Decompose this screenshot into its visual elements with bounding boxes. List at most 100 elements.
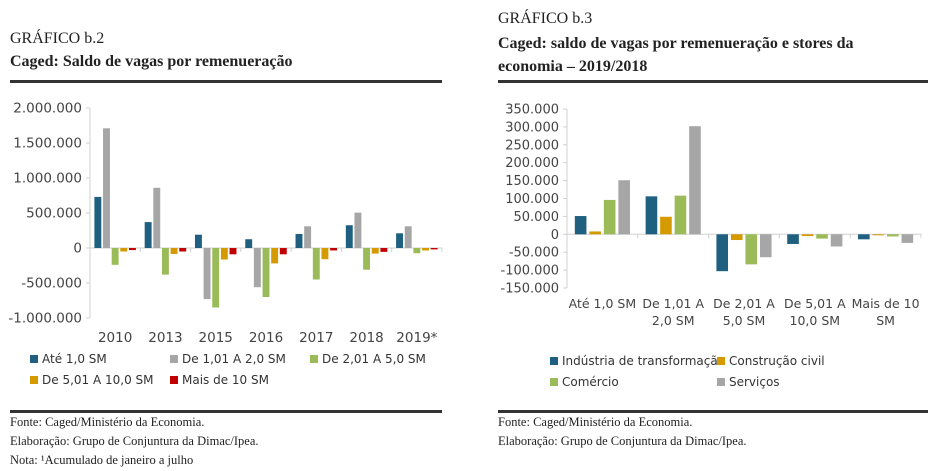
bar-constru-o-civil-1 bbox=[660, 216, 672, 235]
y-tick-label: 0 bbox=[551, 228, 559, 243]
bar-ind-stria-de-transforma-o-2 bbox=[716, 234, 729, 272]
footnote: Nota: ¹Acumulado de janeiro a julho bbox=[10, 453, 194, 467]
legend-swatch bbox=[310, 355, 318, 363]
bar-at-1-0-sm-4 bbox=[295, 234, 303, 248]
bar-de-5-01-a-10-0-sm-4 bbox=[321, 248, 329, 260]
bar-de-1-01-a-2-0-sm-5 bbox=[354, 212, 362, 248]
y-tick-label: -1.000.000 bbox=[8, 311, 82, 327]
legend-label: Até 1,0 SM bbox=[42, 352, 107, 366]
bar-mais-de-10-sm-5 bbox=[380, 248, 388, 252]
legend-swatch bbox=[717, 378, 725, 386]
legend-label: De 2,01 A 5,0 SM bbox=[322, 352, 426, 366]
y-tick-label: 300.000 bbox=[505, 120, 559, 135]
bar-ind-stria-de-transforma-o-1 bbox=[645, 196, 658, 235]
bar-at-1-0-sm-3 bbox=[245, 239, 253, 248]
bar-constru-o-civil-3 bbox=[801, 234, 814, 237]
bar-de-1-01-a-2-0-sm-4 bbox=[304, 226, 312, 248]
legend-item: Construção civil bbox=[717, 354, 825, 368]
bar-mais-de-10-sm-6 bbox=[430, 248, 438, 250]
figure-title-line2: economia – 2019/2018 bbox=[498, 58, 648, 75]
bar-de-2-01-a-5-0-sm-2 bbox=[212, 248, 220, 308]
y-tick-label: 250.000 bbox=[505, 138, 559, 153]
x-tick-label: 2013 bbox=[148, 330, 182, 345]
legend-swatch bbox=[170, 376, 178, 384]
bar-servi-os-3 bbox=[830, 234, 843, 247]
x-tick-label: 2015 bbox=[199, 330, 233, 345]
bar-mais-de-10-sm-0 bbox=[128, 248, 136, 251]
title-rule bbox=[498, 80, 928, 83]
legend-item: De 2,01 A 5,0 SM bbox=[310, 352, 426, 366]
x-tick-label: 2016 bbox=[249, 330, 283, 345]
bar-de-2-01-a-5-0-sm-1 bbox=[161, 248, 169, 275]
figure-label: GRÁFICO b.2 bbox=[10, 30, 105, 47]
bar-com-rcio-3 bbox=[816, 234, 828, 239]
y-tick-label: 2.000.000 bbox=[13, 101, 82, 117]
y-tick-label: -500.000 bbox=[21, 276, 82, 292]
figure-title: Caged: Saldo de vagas por remenueração bbox=[10, 53, 293, 70]
bar-de-5-01-a-10-0-sm-6 bbox=[422, 248, 429, 251]
legend-label: De 1,01 A 2,0 SM bbox=[182, 352, 286, 366]
bar-de-2-01-a-5-0-sm-6 bbox=[413, 248, 421, 254]
x-tick-label: 2010 bbox=[98, 330, 132, 345]
bar-com-rcio-2 bbox=[745, 234, 758, 265]
bar-servi-os-1 bbox=[689, 126, 701, 235]
legend-swatch bbox=[717, 357, 725, 365]
bar-de-2-01-a-5-0-sm-0 bbox=[111, 248, 119, 265]
bar-at-1-0-sm-2 bbox=[194, 234, 202, 248]
legend-swatch bbox=[30, 376, 38, 384]
bar-ind-stria-de-transforma-o-3 bbox=[787, 234, 799, 244]
chart-b2: 2.000.000 1.500.000 1.000.000 500.000 0 -500.… bbox=[8, 101, 443, 345]
bar-servi-os-4 bbox=[901, 234, 914, 243]
bar-ind-stria-de-transforma-o-0 bbox=[574, 216, 587, 235]
bar-com-rcio-0 bbox=[603, 199, 616, 235]
bar-de-1-01-a-2-0-sm-6 bbox=[404, 226, 412, 248]
bar-de-2-01-a-5-0-sm-3 bbox=[262, 248, 270, 297]
footer-rule bbox=[498, 410, 928, 413]
y-tick-label: 0 bbox=[73, 241, 82, 257]
x-tick-label: 10,0 SM bbox=[790, 313, 841, 328]
bar-constru-o-civil-0 bbox=[589, 231, 601, 235]
y-tick-label: 350.000 bbox=[505, 103, 559, 118]
footer-rule bbox=[10, 410, 442, 413]
bar-at-1-0-sm-0 bbox=[94, 196, 102, 248]
x-tick-label: De 2,01 A bbox=[713, 296, 775, 311]
y-tick-label: -150.000 bbox=[501, 282, 559, 297]
bar-de-1-01-a-2-0-sm-3 bbox=[253, 248, 261, 288]
legend-label: De 5,01 A 10,0 SM bbox=[42, 373, 154, 387]
bar-mais-de-10-sm-4 bbox=[330, 248, 338, 251]
bar-servi-os-0 bbox=[618, 180, 630, 235]
y-tick-label: 200.000 bbox=[505, 156, 559, 171]
title-rule bbox=[10, 80, 442, 83]
bar-mais-de-10-sm-3 bbox=[279, 248, 287, 255]
y-tick-label: 50.000 bbox=[514, 210, 560, 225]
bar-de-2-01-a-5-0-sm-4 bbox=[312, 248, 320, 280]
bar-constru-o-civil-4 bbox=[872, 234, 885, 236]
x-tick-label: 5,0 SM bbox=[723, 313, 766, 328]
legend-item: Mais de 10 SM bbox=[170, 373, 269, 387]
figure-title-line1: Caged: saldo de vagas por remenueração e… bbox=[498, 35, 854, 52]
bar-at-1-0-sm-6 bbox=[396, 233, 404, 248]
bar-de-5-01-a-10-0-sm-1 bbox=[170, 248, 178, 254]
legend-item: De 1,01 A 2,0 SM bbox=[170, 352, 286, 366]
y-tick-label: -50.000 bbox=[509, 246, 559, 261]
bar-mais-de-10-sm-1 bbox=[179, 248, 187, 252]
bar-at-1-0-sm-1 bbox=[144, 222, 152, 248]
bar-de-1-01-a-2-0-sm-0 bbox=[103, 128, 110, 248]
x-tick-label: SM bbox=[876, 313, 895, 328]
bar-mais-de-10-sm-2 bbox=[229, 248, 237, 255]
figure-label: GRÁFICO b.3 bbox=[498, 10, 593, 27]
x-tick-label: 2018 bbox=[349, 330, 383, 345]
bar-com-rcio-1 bbox=[674, 195, 687, 235]
bar-de-1-01-a-2-0-sm-2 bbox=[203, 248, 211, 300]
bar-de-5-01-a-10-0-sm-5 bbox=[371, 248, 379, 254]
legend-swatch bbox=[30, 355, 38, 363]
y-tick-label: 100.000 bbox=[505, 192, 559, 207]
legend-label: Serviços bbox=[729, 375, 780, 389]
legend-label: Mais de 10 SM bbox=[182, 373, 269, 387]
legend-label: Comércio bbox=[562, 375, 619, 389]
x-tick-label: De 5,01 A bbox=[784, 296, 846, 311]
source-note: Fonte: Caged/Ministério da Economia. bbox=[498, 415, 693, 429]
bar-constru-o-civil-2 bbox=[730, 234, 743, 241]
legend-swatch bbox=[170, 355, 178, 363]
legend-swatch bbox=[550, 357, 558, 365]
